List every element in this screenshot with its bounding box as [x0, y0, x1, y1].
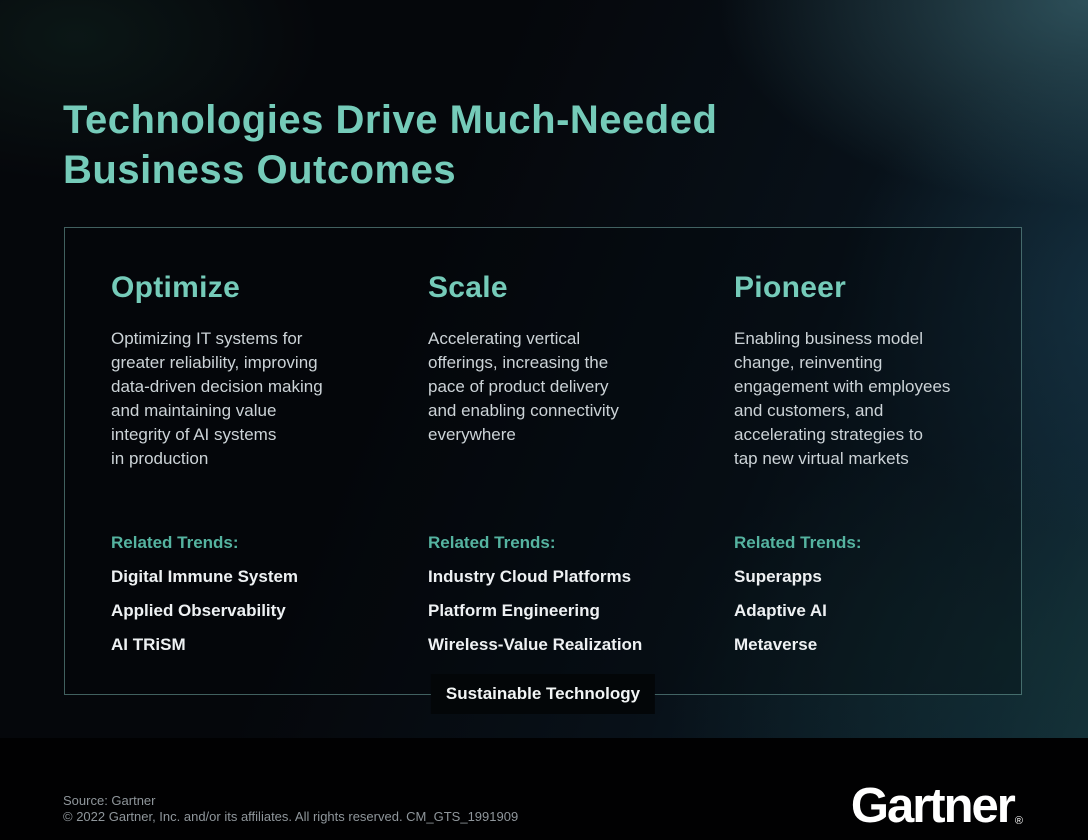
copyright-line: © 2022 Gartner, Inc. and/or its affiliat… [63, 809, 519, 824]
related-trends-label: Related Trends: [734, 533, 862, 552]
trend-item: AI TRiSM [111, 635, 186, 654]
related-trends-scale: Related Trends: Industry Cloud Platforms… [428, 532, 642, 656]
trend-item: Applied Observability [111, 601, 286, 620]
trend-item: Adaptive AI [734, 601, 827, 620]
column-scale: Scale Accelerating vertical offerings, i… [428, 228, 683, 694]
related-trends-label: Related Trends: [111, 533, 239, 552]
source-attribution: Source: Gartner © 2022 Gartner, Inc. and… [63, 793, 518, 825]
source-line: Source: Gartner [63, 793, 156, 808]
trend-item: Metaverse [734, 635, 818, 654]
column-description-pioneer: Enabling business model change, reinvent… [734, 329, 951, 468]
column-optimize: Optimize Optimizing IT systems for great… [111, 228, 396, 694]
column-heading-pioneer: Pioneer [734, 271, 847, 304]
column-pioneer: Pioneer Enabling business model change, … [734, 228, 1004, 694]
gartner-logo: Gartner® [850, 778, 1023, 834]
page-background [0, 0, 1088, 738]
column-heading-optimize: Optimize [111, 271, 241, 304]
trend-item: Digital Immune System [111, 567, 299, 586]
column-description-optimize: Optimizing IT systems for greater reliab… [111, 329, 323, 468]
trends-content-box: Optimize Optimizing IT systems for great… [64, 227, 1022, 714]
footer-band: Source: Gartner © 2022 Gartner, Inc. and… [0, 738, 1088, 840]
trend-item: Industry Cloud Platforms [428, 567, 632, 586]
related-trends-label: Related Trends: [428, 533, 556, 552]
gartner-logo-text: Gartner [850, 779, 1016, 833]
related-trends-pioneer: Related Trends: Superapps Adaptive AI Me… [734, 532, 862, 656]
related-trends-optimize: Related Trends: Digital Immune System Ap… [111, 532, 298, 656]
page-title: Technologies Drive Much-Needed Business … [63, 97, 718, 192]
trend-item: Wireless-Value Realization [428, 635, 643, 654]
column-description-scale: Accelerating vertical offerings, increas… [428, 329, 619, 444]
registered-trademark-icon: ® [1014, 815, 1023, 827]
trend-item: Platform Engineering [428, 601, 600, 620]
column-heading-scale: Scale [428, 271, 508, 304]
trend-item: Superapps [734, 567, 822, 586]
sustainable-technology-banner: Sustainable Technology [430, 674, 656, 714]
